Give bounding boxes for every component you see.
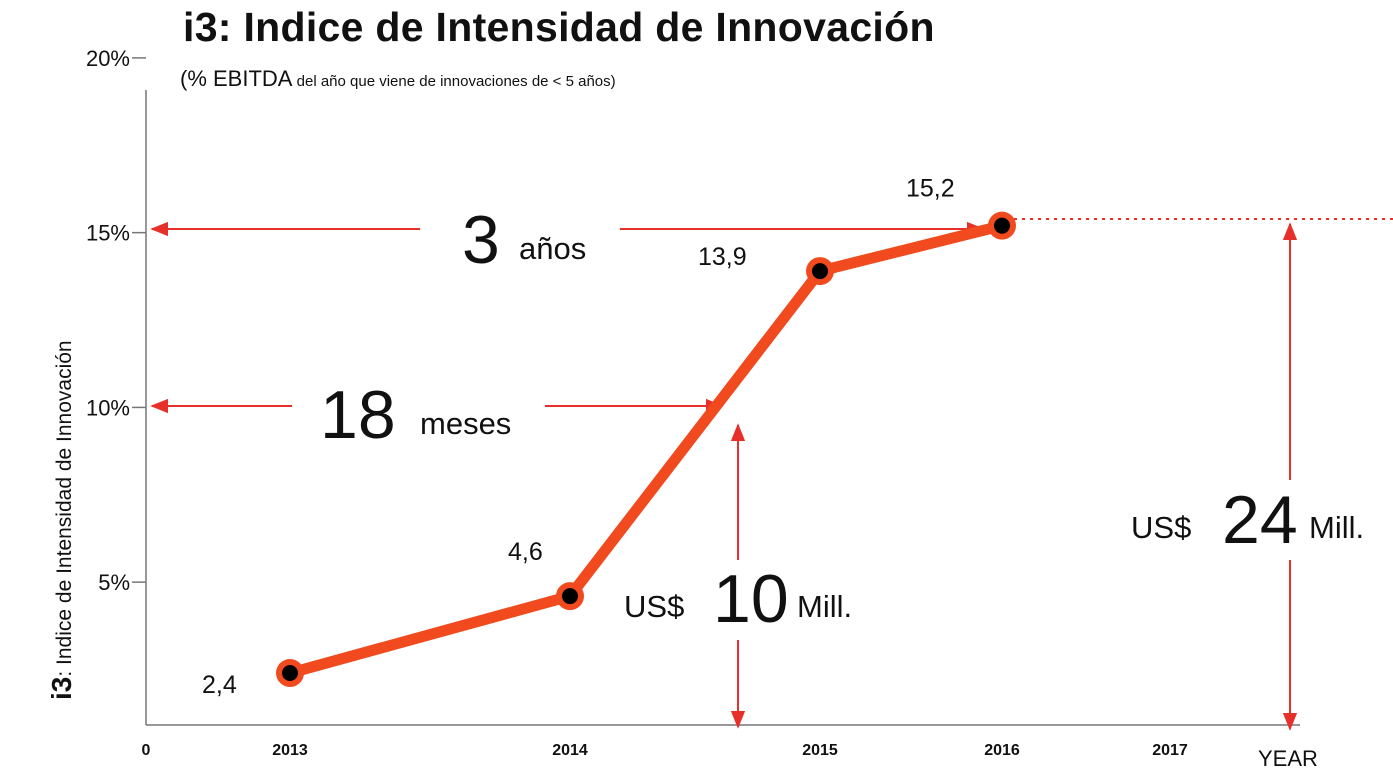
- annotation-total-unit: Mill.: [1309, 510, 1364, 545]
- x-tick-label: 2016: [984, 742, 1020, 759]
- data-label: 13,9: [698, 243, 747, 271]
- y-tick-label: 10%: [86, 395, 130, 420]
- annotation-mid-currency: US$: [624, 589, 684, 624]
- axes: 5% 10% 15% 20% 0 2013 2014 2015 2016 2017 YEAR: [86, 46, 1318, 768]
- annotation-total-number: 24: [1222, 482, 1298, 558]
- data-label: 2,4: [202, 671, 237, 699]
- y-tick-label: 20%: [86, 46, 130, 71]
- annotation-arrows: [150, 218, 1393, 731]
- chart-subtitle: (% EBITDA del año que viene de innovacio…: [180, 66, 616, 92]
- annotation-mid-number: 10: [713, 561, 789, 637]
- series-layer: [276, 211, 1016, 688]
- y-tick-label: 15%: [86, 221, 130, 246]
- annotation-mid-unit: Mill.: [797, 589, 852, 624]
- chart-title: i3: Indice de Intensidad de Innovación: [183, 4, 935, 50]
- series-line: [284, 220, 1008, 679]
- y-tick-label: 5%: [98, 570, 130, 595]
- annotation-years-number: 3: [462, 202, 500, 278]
- x-axis-title: YEAR: [1258, 746, 1318, 768]
- annotation-months-unit: meses: [420, 406, 511, 441]
- subtitle-main: (% EBITDA: [180, 66, 293, 91]
- subtitle-detail: del año que viene de innovaciones de < 5…: [292, 73, 616, 90]
- x-tick-label: 2014: [552, 742, 588, 759]
- x-tick-label: 2015: [802, 742, 838, 759]
- data-point: [994, 217, 1010, 234]
- data-point: [812, 263, 828, 280]
- x-tick-label: 2013: [272, 742, 308, 759]
- data-label: 4,6: [508, 538, 543, 566]
- x-tick-label: 0: [142, 742, 151, 759]
- data-point: [282, 665, 298, 682]
- annotation-months-number: 18: [320, 377, 396, 453]
- annotation-years-unit: años: [519, 231, 586, 266]
- x-tick-label: 2017: [1152, 742, 1188, 759]
- annotation-total-currency: US$: [1131, 510, 1191, 545]
- data-label: 15,2: [906, 175, 955, 203]
- data-point: [562, 588, 578, 605]
